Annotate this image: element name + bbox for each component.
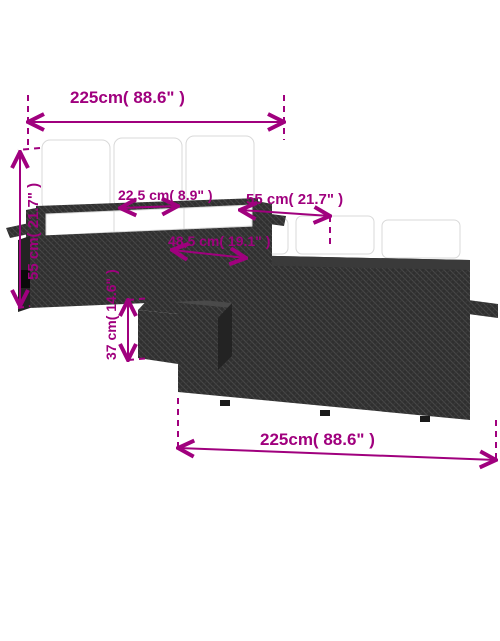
label-table-depth: 48,5 cm( 19.1" ) xyxy=(168,233,270,249)
sofa-front xyxy=(6,136,286,312)
label-table-height: 37 cm( 14.6" ) xyxy=(103,269,119,360)
label-height-left: 55 cm( 21.7" ) xyxy=(25,183,42,280)
side-table xyxy=(138,295,232,370)
label-top-width: 225cm( 88.6" ) xyxy=(70,88,185,107)
dimension-diagram: 225cm( 88.6" ) 55 cm( 21.7" ) 22,5 cm( 8… xyxy=(0,0,500,641)
label-table-width: 55 cm( 21.7" ) xyxy=(246,191,343,208)
label-seat-width: 22,5 cm( 8.9" ) xyxy=(118,187,213,203)
label-bottom-width: 225cm( 88.6" ) xyxy=(260,430,375,449)
